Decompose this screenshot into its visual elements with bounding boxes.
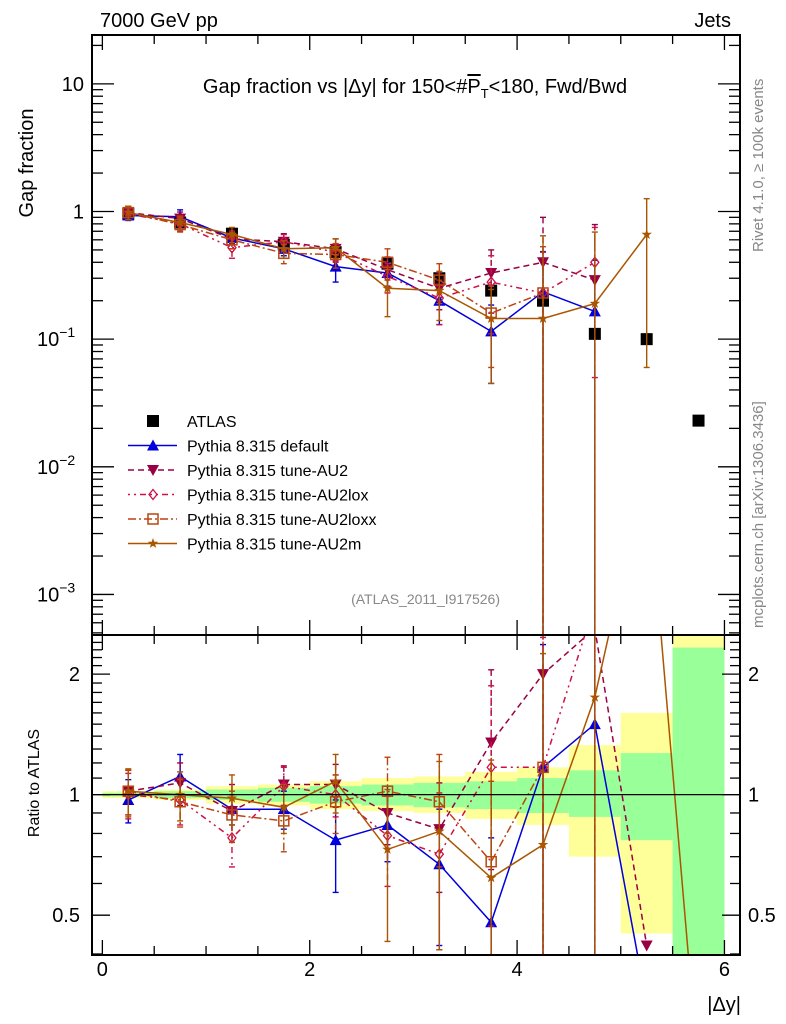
legend-marker-au2loxx (147, 513, 159, 525)
ratio-y-tick-label-right: 0.5 (748, 905, 776, 927)
data-point-au2m (485, 872, 497, 883)
data-point-au2m (226, 229, 238, 239)
legend-marker-au2m (147, 538, 159, 548)
legend-label: Pythia 8.315 tune-AU2m (187, 537, 361, 554)
x-tick-label: 0 (97, 959, 108, 981)
data-point-au2 (640, 940, 653, 952)
x-axis-title: |Δy| (707, 994, 741, 1016)
x-tick-label: 6 (719, 959, 730, 981)
series-au2loxx (122, 636, 549, 954)
legend-marker-default (147, 439, 159, 451)
y-tick-label: 10−1 (37, 324, 75, 351)
data-point-au2m (382, 282, 393, 293)
data-point-au2m (537, 839, 549, 850)
axes: 0 2 4 6 10 1 10−1 10−2 10−3 2 2 1 1 0.5 0.5 (37, 34, 776, 981)
data-point-au2m (589, 298, 601, 308)
legend-item-atlas: ATLAS (147, 414, 237, 431)
data-point-au2m (174, 217, 186, 227)
legend: ATLAS Pythia 8.315 default Pythia 8.315 tu… (128, 414, 376, 554)
mcplots-label: mcplots.cern.ch [arXiv:1306.3436] (750, 401, 767, 628)
legend-marker-atlas (147, 415, 159, 427)
legend-item-au2m: Pythia 8.315 tune-AU2m (128, 537, 361, 554)
main-y-axis-title: Gap fraction (16, 109, 38, 218)
x-tick-label: 2 (304, 959, 315, 981)
data-point-au2m (226, 792, 238, 803)
series-default (122, 209, 601, 634)
data-point-au2lox (227, 241, 237, 254)
ratio-y-tick-label-right: 2 (748, 664, 759, 686)
data-point-au2m (123, 207, 134, 218)
y-tick-label: 10−2 (37, 452, 75, 479)
data-point-au2m (485, 313, 497, 323)
legend-item-au2loxx: Pythia 8.315 tune-AU2loxx (128, 512, 376, 529)
data-point-atlas (692, 414, 705, 427)
header-process-label: Jets (694, 10, 731, 32)
legend-item-default: Pythia 8.315 default (128, 439, 329, 456)
band-inner-bin (620, 753, 673, 841)
data-point-au2m (382, 843, 393, 854)
y-tick-label: 1 (73, 201, 84, 223)
legend-item-au2lox: Pythia 8.315 tune-AU2lox (128, 488, 368, 505)
legend-label: ATLAS (187, 414, 237, 431)
series-line-au2lox (128, 636, 586, 856)
legend-marker-au2lox (148, 488, 158, 501)
series-atlas (122, 207, 705, 427)
data-point-au2loxx (381, 256, 394, 269)
series-au2m (123, 197, 652, 634)
data-point-au2m (330, 775, 341, 786)
rivet-version-label: Rivet 4.1.0, ≥ 100k events (750, 79, 767, 252)
ratio-y-tick-label-right: 1 (748, 785, 759, 807)
legend-label: Pythia 8.315 tune-AU2loxx (187, 512, 376, 529)
header-energy-label: 7000 GeV pp (100, 10, 218, 32)
data-point-au2m (641, 229, 652, 239)
series-au2m (123, 461, 689, 954)
ratio-series (122, 461, 689, 1009)
series-au2lox (123, 207, 600, 634)
data-point-au2m (537, 313, 549, 323)
band-inner-bin (672, 647, 725, 954)
legend-label: Pythia 8.315 default (187, 439, 329, 456)
legend-label: Pythia 8.315 tune-AU2 (187, 463, 348, 480)
legend-label: Pythia 8.315 tune-AU2lox (187, 488, 368, 505)
ratio-y-tick-label-left: 1 (69, 785, 80, 807)
data-point-default (329, 834, 342, 846)
data-point-default (641, 998, 653, 1009)
y-tick-label: 10 (62, 74, 84, 96)
legend-marker-au2 (147, 465, 159, 476)
plot-title: Gap fraction vs |Δy| for 150<#PT<180, Fw… (203, 76, 627, 101)
data-point-au2m (330, 242, 341, 253)
data-point-au2m (278, 243, 289, 254)
series-au2lox (123, 636, 596, 954)
ratio-y-tick-label-left: 0.5 (52, 905, 80, 927)
main-series (122, 197, 705, 634)
data-point-au2m (278, 801, 289, 812)
series-line-au2lox (128, 213, 596, 299)
ratio-y-tick-label-left: 2 (69, 664, 80, 686)
y-tick-label: 10−3 (37, 579, 75, 606)
analysis-id-label: (ATLAS_2011_I917526) (351, 591, 500, 607)
ratio-y-axis-title: Ratio to ATLAS (26, 729, 43, 837)
x-tick-label: 4 (512, 959, 523, 981)
series-line-au2m (128, 636, 689, 954)
legend-item-au2: Pythia 8.315 tune-AU2 (128, 463, 348, 480)
data-point-au2m (589, 691, 601, 702)
data-point-au2m (434, 825, 445, 836)
data-point-au2m (434, 285, 445, 296)
series-line-default (128, 214, 596, 333)
data-point-au2m (642, 461, 652, 471)
data-point-au2m (123, 785, 134, 796)
